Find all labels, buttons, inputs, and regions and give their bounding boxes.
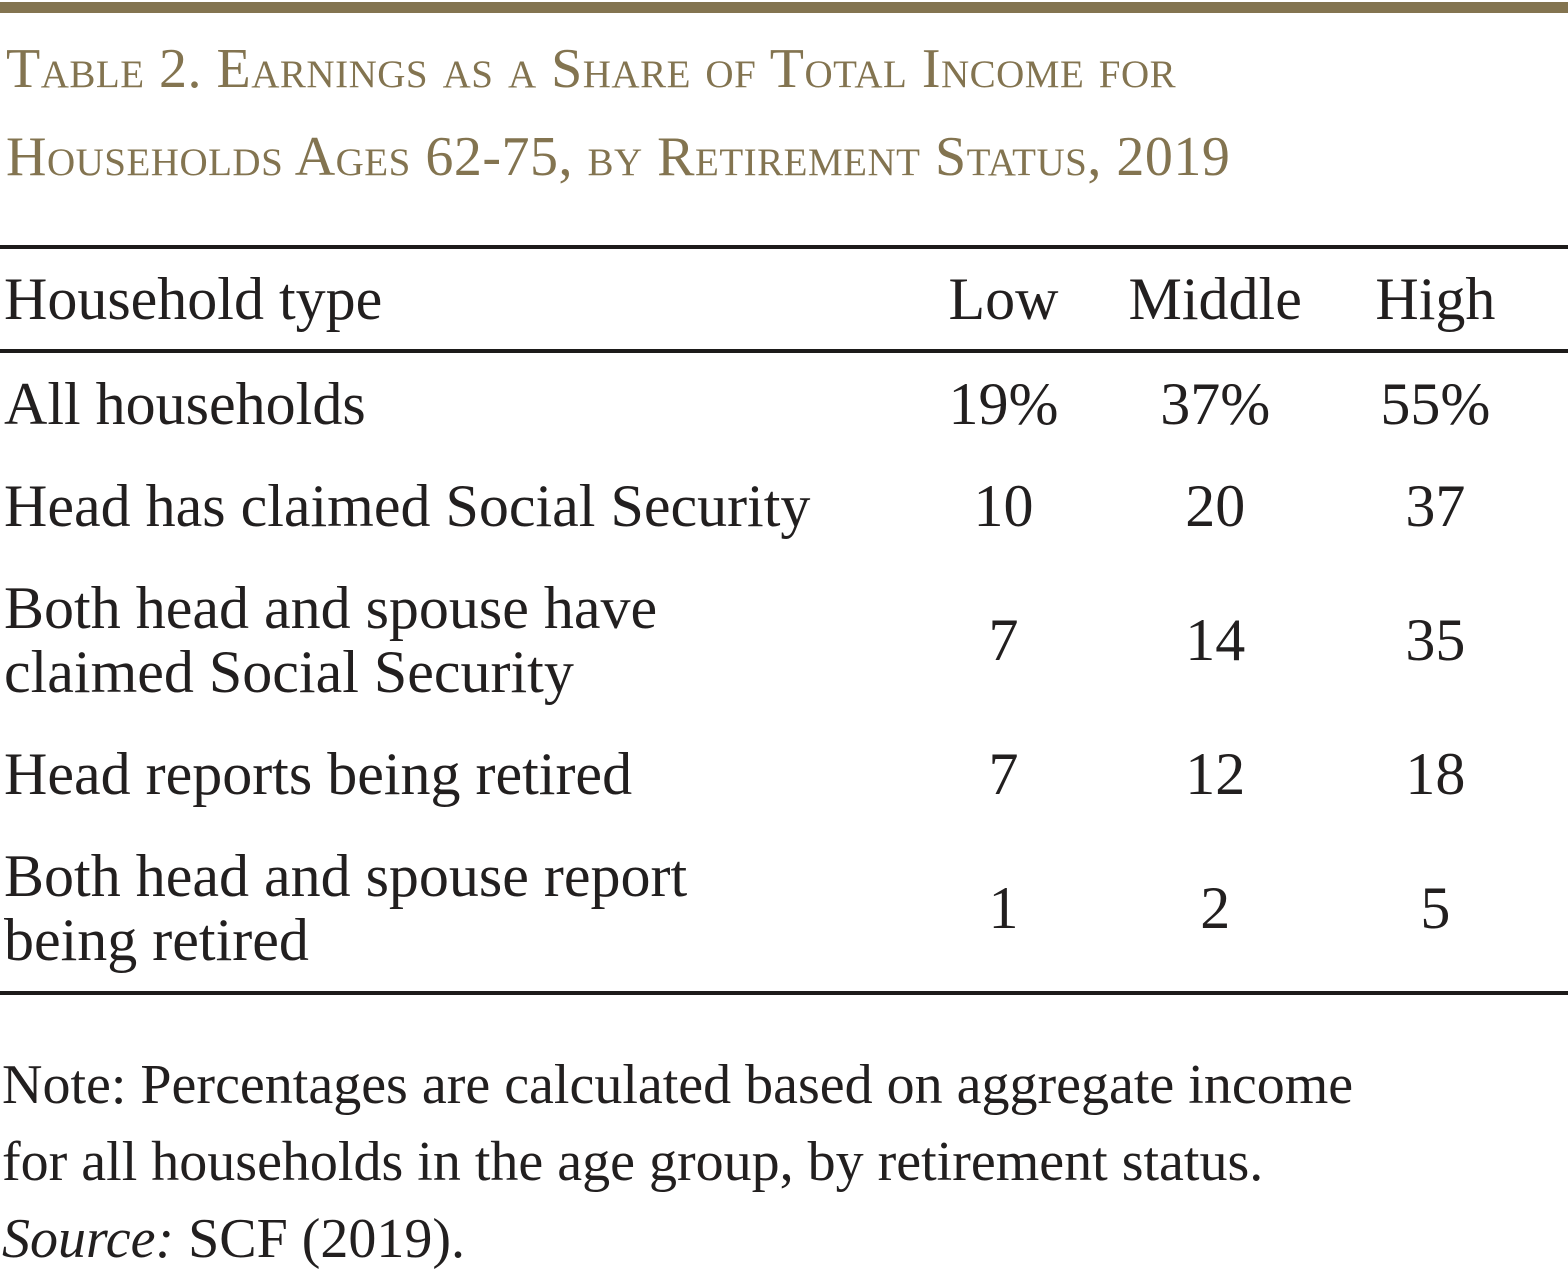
table-row-all-households: All households 19% 37% 55%: [0, 351, 1568, 455]
source-label: Source:: [2, 1208, 175, 1270]
row-label: Head reports being retired: [4, 741, 633, 807]
table-row-both-retired: Both head and spouse report being retire…: [0, 825, 1568, 993]
cell-middle: 12: [1185, 741, 1246, 807]
brand-accent-bar: [0, 2, 1568, 13]
column-header-household-type: Household type: [0, 247, 910, 353]
table-title-line-1: Table 2. Earnings as a Share of Total In…: [6, 38, 1177, 100]
row-label-line-1: Both head and spouse have: [4, 575, 658, 641]
row-label-line-2: being retired: [4, 907, 309, 973]
column-header-middle: Middle: [1097, 247, 1333, 353]
cell-low: 1: [988, 875, 1019, 941]
column-header-low: Low: [909, 247, 1098, 353]
table-title: Table 2. Earnings as a Share of Total In…: [6, 25, 1568, 201]
source-line: Source: SCF (2019).: [2, 1201, 1568, 1278]
cell-middle: 2: [1200, 875, 1231, 941]
table-row-head-retired: Head reports being retired 7 12 18: [0, 723, 1568, 825]
cell-high: 5: [1420, 875, 1451, 941]
row-label-line-1: Both head and spouse report: [4, 843, 688, 909]
row-label: Both head and spouse have claimed Social…: [0, 557, 909, 723]
table-note: Note: Percentages are calculated based o…: [0, 1047, 1568, 1278]
cell-high: 35: [1405, 607, 1466, 673]
row-label: Head has claimed Social Security: [4, 473, 811, 539]
cell-middle: 37%: [1160, 371, 1271, 437]
cell-high: 37: [1405, 473, 1466, 539]
source-text: SCF (2019).: [188, 1208, 466, 1270]
cell-low: 19%: [948, 371, 1059, 437]
row-label: All households: [4, 371, 366, 437]
column-header-high: High: [1332, 247, 1568, 353]
table-title-line-2: Households Ages 62-75, by Retirement Sta…: [6, 126, 1231, 188]
cell-high: 55%: [1380, 371, 1491, 437]
earnings-share-table: Household type Low Middle High All house…: [0, 245, 1568, 995]
note-line-1: Note: Percentages are calculated based o…: [2, 1054, 1354, 1116]
cell-low: 10: [973, 473, 1034, 539]
cell-middle: 20: [1185, 473, 1246, 539]
cell-middle: 14: [1185, 607, 1246, 673]
cell-high: 18: [1405, 741, 1466, 807]
cell-low: 7: [988, 741, 1019, 807]
cell-low: 7: [988, 607, 1019, 673]
table-row-head-claimed: Head has claimed Social Security 10 20 3…: [0, 455, 1568, 557]
row-label: Both head and spouse report being retire…: [0, 825, 909, 993]
row-label-line-2: claimed Social Security: [4, 639, 574, 705]
table-row-both-claimed: Both head and spouse have claimed Social…: [0, 557, 1568, 723]
header-row: Household type Low Middle High: [0, 247, 1568, 353]
note-line-2: for all households in the age group, by …: [2, 1131, 1264, 1193]
